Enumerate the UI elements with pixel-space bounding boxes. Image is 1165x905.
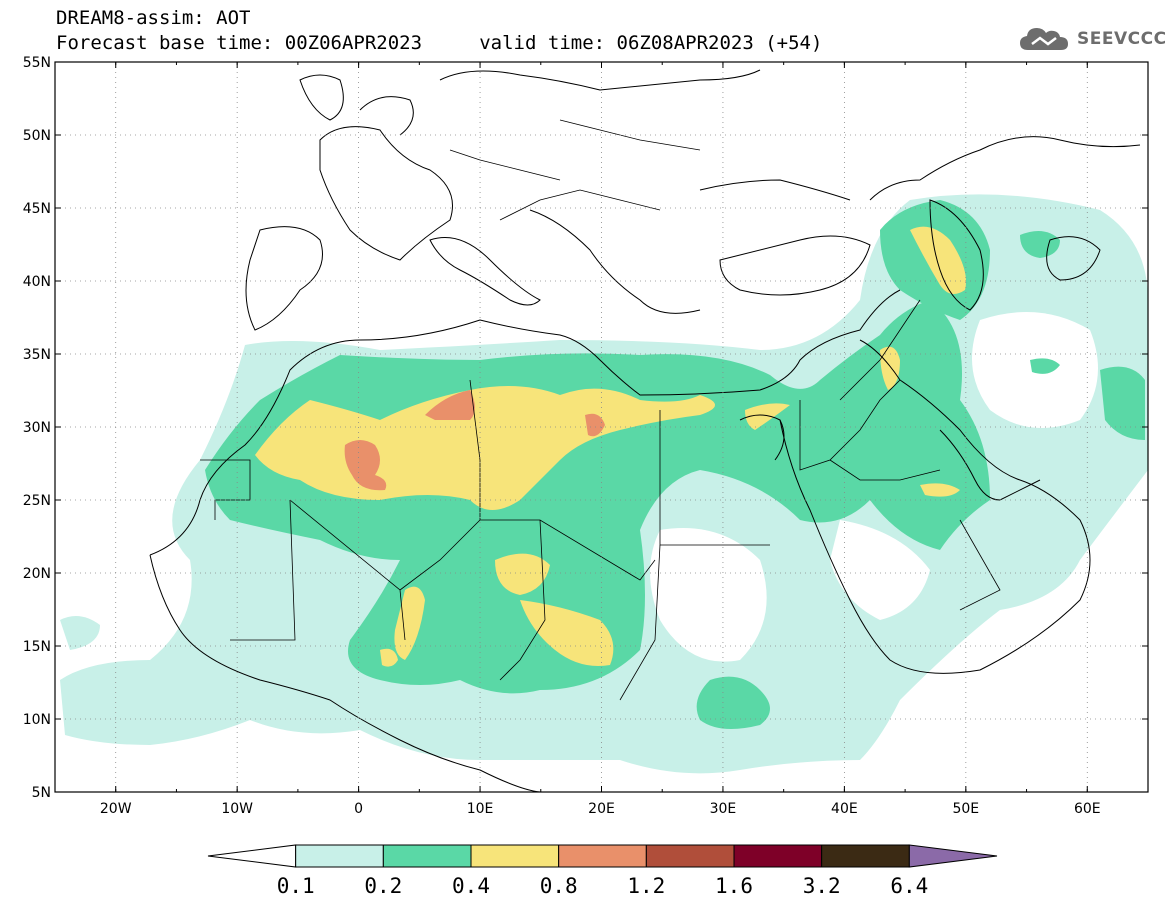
lat-tick-label: 55N: [23, 55, 51, 71]
aot-level-0-8: [344, 390, 605, 491]
colorbar-swatch: [382, 844, 472, 868]
colorbar-swatch: [558, 844, 647, 868]
colorbar-swatch: [733, 844, 823, 868]
colorbar-label: 0.1: [277, 874, 315, 898]
lon-tick-label: 20E: [588, 801, 615, 817]
seevccc-logo: SEEVCCC: [1018, 24, 1165, 54]
lat-tick-label: 40N: [23, 274, 51, 290]
lat-tick-label: 25N: [23, 493, 51, 509]
lon-tick-label: 40E: [831, 801, 858, 817]
gridlines: [55, 62, 1148, 792]
colorbar-label: 0.8: [540, 874, 578, 898]
lon-tick-label: 0: [354, 801, 363, 817]
colorbar-swatch: [821, 844, 910, 868]
lon-tick-label: 50E: [952, 801, 979, 817]
lon-tick-label: 20W: [100, 801, 132, 817]
colorbar-low-arrow: [207, 844, 297, 868]
colorbar-label: 6.4: [890, 874, 928, 898]
colorbar-labels: 0.1 0.2 0.4 0.8 1.2 1.6 3.2 6.4: [277, 874, 929, 898]
coastlines: [149, 69, 1141, 792]
lat-tick-label: 10N: [23, 712, 51, 728]
lat-tick-label: 5N: [32, 785, 51, 801]
axis-ticks: [54, 61, 1149, 793]
lat-tick-label: 15N: [23, 639, 51, 655]
lon-tick-label: 10E: [467, 801, 494, 817]
colorbar-label: 1.2: [627, 874, 665, 898]
lat-tick-label: 50N: [23, 128, 51, 144]
lon-tick-label: 10W: [221, 801, 253, 817]
lat-tick-label: 45N: [23, 201, 51, 217]
country-borders: [200, 119, 1001, 701]
cloud-icon: [1020, 28, 1068, 50]
chart-title-times: Forecast base time: 00Z06APR2023 valid t…: [56, 32, 823, 54]
lon-tick-label: 60E: [1074, 801, 1101, 817]
lat-tick-label: 20N: [23, 566, 51, 582]
colorbar-swatch: [295, 844, 384, 868]
lat-tick-labels: 55N 50N 45N 40N 35N 30N 25N 20N 15N 10N 5N: [23, 55, 51, 801]
colorbar-swatch: [470, 844, 560, 868]
colorbar-label: 0.4: [452, 874, 490, 898]
lon-tick-labels: 20W 10W 0 10E 20E 30E 40E 50E 60E: [100, 801, 1101, 817]
colorbar-swatch: [645, 844, 735, 868]
colorbar-label: 1.6: [715, 874, 753, 898]
lat-tick-label: 30N: [23, 420, 51, 436]
lon-tick-label: 30E: [710, 801, 737, 817]
colorbar-high-arrow: [908, 844, 998, 868]
colorbar: [207, 844, 998, 868]
colorbar-label: 3.2: [803, 874, 841, 898]
aot-fields: [60, 194, 1148, 774]
logo-text: SEEVCCC: [1077, 29, 1165, 49]
lat-tick-label: 35N: [23, 347, 51, 363]
chart-title-variable: DREAM8-assim: AOT: [56, 7, 251, 29]
colorbar-label: 0.2: [364, 874, 402, 898]
